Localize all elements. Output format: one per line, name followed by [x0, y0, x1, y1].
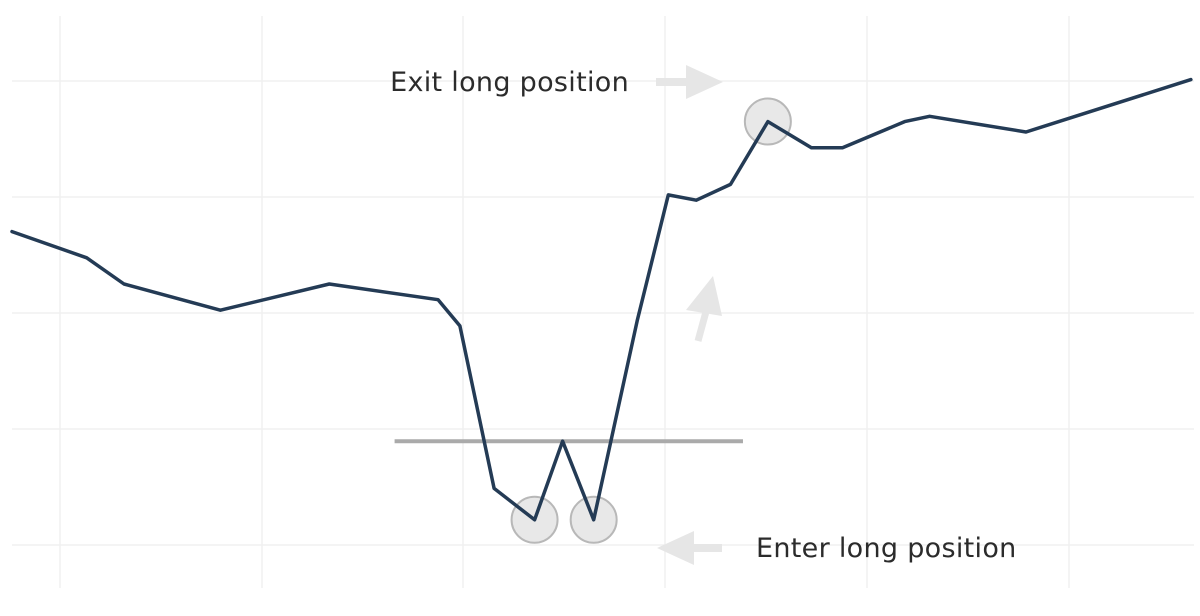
position-markers — [510, 97, 792, 544]
exit-arrow-icon — [656, 65, 723, 99]
grid-lines — [12, 16, 1194, 588]
up-arrow-icon — [686, 276, 722, 342]
exit-annotation-label: Exit long position — [390, 67, 629, 98]
enter-arrow-icon — [657, 531, 722, 565]
annotation-arrows — [656, 65, 723, 565]
price-series-line — [10, 77, 1193, 522]
enter-annotation-label: Enter long position — [756, 533, 1017, 564]
